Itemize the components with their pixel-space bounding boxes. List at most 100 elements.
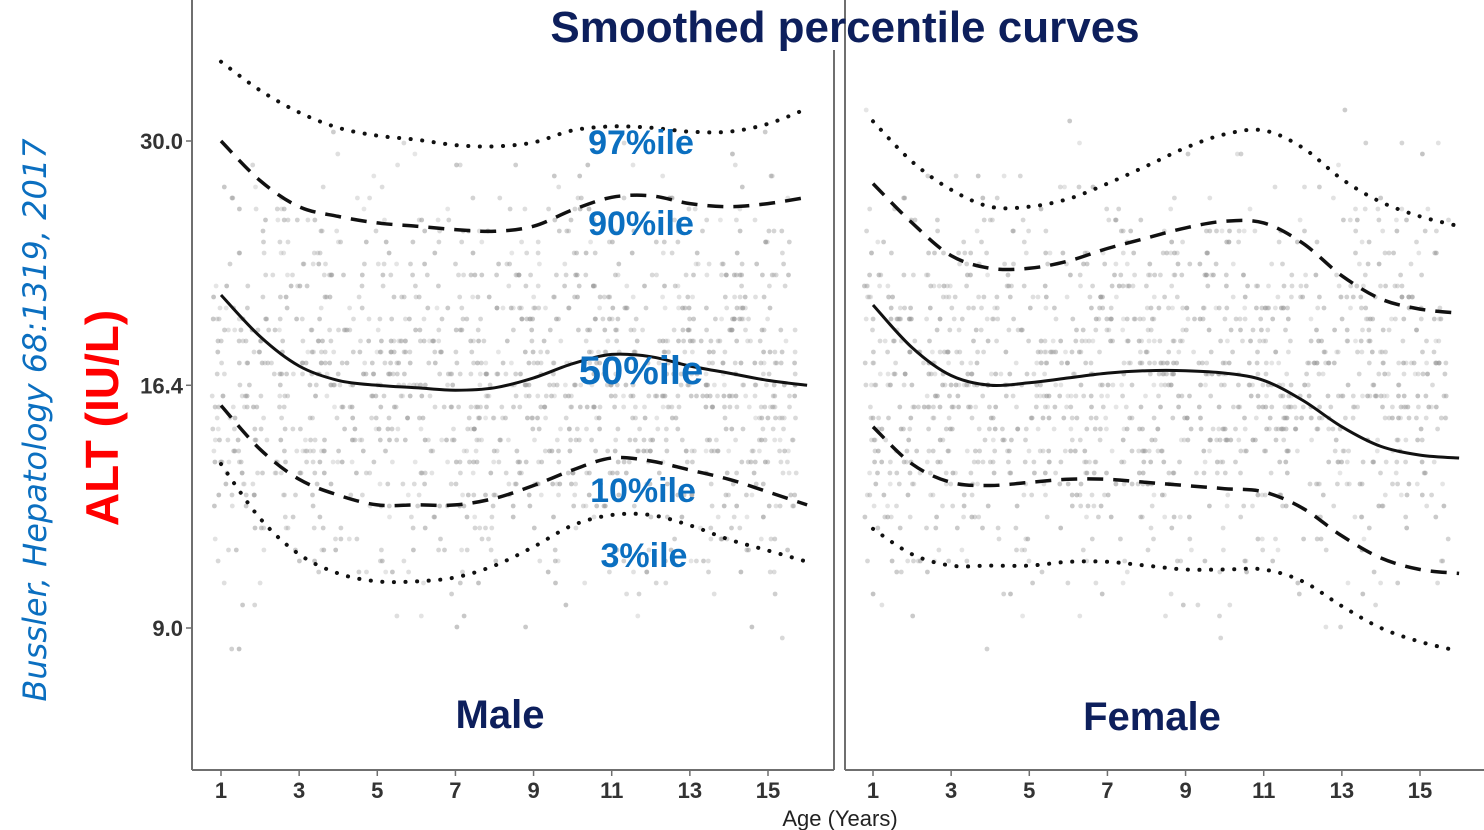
data-point	[890, 294, 895, 300]
curve-p10-male	[219, 404, 808, 508]
data-point	[401, 558, 407, 564]
data-point	[1136, 448, 1142, 454]
data-point	[1356, 371, 1362, 377]
data-point	[1092, 459, 1098, 465]
data-point	[1435, 140, 1441, 146]
data-point	[1261, 338, 1266, 344]
data-point	[458, 327, 463, 333]
data-point	[253, 184, 258, 190]
data-point	[1113, 217, 1118, 223]
data-point	[1286, 404, 1292, 410]
data-point	[722, 349, 728, 355]
data-point	[662, 305, 668, 311]
data-point	[1072, 371, 1078, 377]
data-point	[994, 338, 999, 344]
data-point	[780, 470, 786, 476]
data-point	[749, 624, 755, 630]
data-point	[1236, 239, 1241, 245]
data-point	[285, 393, 291, 399]
data-point	[1032, 470, 1037, 476]
curve-p97-female	[871, 119, 1462, 229]
data-point	[1366, 360, 1372, 366]
data-point	[551, 514, 556, 520]
data-point	[869, 382, 874, 388]
data-point	[779, 349, 785, 355]
data-point	[272, 470, 278, 476]
data-point	[461, 503, 467, 509]
data-point	[322, 294, 328, 300]
data-point	[591, 514, 597, 520]
data-point	[623, 470, 629, 476]
data-point	[552, 393, 557, 399]
data-point	[1208, 393, 1214, 399]
data-point	[1420, 151, 1425, 157]
data-point	[221, 184, 227, 190]
data-point	[363, 470, 369, 476]
data-point	[1151, 492, 1157, 498]
data-point	[749, 448, 755, 454]
data-point	[729, 525, 734, 531]
data-point	[766, 228, 772, 234]
data-point	[259, 360, 265, 366]
data-point	[1172, 195, 1177, 201]
data-point	[413, 327, 418, 333]
data-point	[888, 305, 894, 311]
data-point	[454, 162, 459, 168]
data-point	[1109, 448, 1115, 454]
data-point	[457, 371, 463, 377]
data-point	[1038, 360, 1044, 366]
data-point	[1011, 316, 1016, 322]
data-point	[1382, 492, 1388, 498]
data-point	[1225, 338, 1230, 344]
data-point	[1440, 558, 1446, 564]
data-point	[1381, 393, 1387, 399]
data-point	[683, 448, 689, 454]
data-point	[711, 591, 717, 597]
data-point	[566, 228, 572, 234]
data-point	[1166, 382, 1172, 388]
data-point	[1084, 514, 1089, 520]
data-point	[1149, 503, 1155, 509]
data-point	[407, 316, 412, 322]
data-point	[792, 327, 798, 333]
data-point	[1263, 448, 1269, 454]
data-point	[1100, 404, 1106, 410]
data-point	[1099, 382, 1105, 388]
data-point	[583, 503, 589, 509]
data-point	[1435, 580, 1440, 586]
data-point	[237, 459, 242, 465]
data-point	[438, 349, 443, 355]
data-point	[966, 305, 971, 311]
data-point	[1242, 316, 1248, 322]
data-point	[1315, 426, 1321, 432]
data-point	[1354, 283, 1360, 289]
data-point	[740, 305, 746, 311]
data-point	[597, 305, 602, 311]
data-point	[1441, 503, 1447, 509]
data-point	[242, 404, 247, 410]
data-point	[236, 448, 242, 454]
data-point	[1314, 327, 1319, 333]
data-point	[761, 371, 766, 377]
data-point	[362, 261, 367, 267]
data-point	[1338, 294, 1344, 300]
data-point	[547, 382, 552, 388]
data-point	[1359, 349, 1365, 355]
data-point	[316, 261, 322, 267]
data-point	[772, 360, 778, 366]
data-point	[488, 547, 494, 553]
data-point	[862, 514, 868, 520]
data-point	[478, 404, 483, 410]
data-point	[698, 338, 704, 344]
data-point	[1283, 459, 1289, 465]
data-point	[660, 404, 666, 410]
data-point	[753, 294, 758, 300]
data-point	[1314, 536, 1320, 542]
data-point	[1213, 261, 1219, 267]
data-point	[657, 338, 662, 344]
data-point	[300, 338, 306, 344]
data-point	[285, 272, 290, 278]
data-point	[778, 360, 784, 366]
data-point	[1295, 239, 1300, 245]
curve-p90-male	[219, 139, 808, 234]
